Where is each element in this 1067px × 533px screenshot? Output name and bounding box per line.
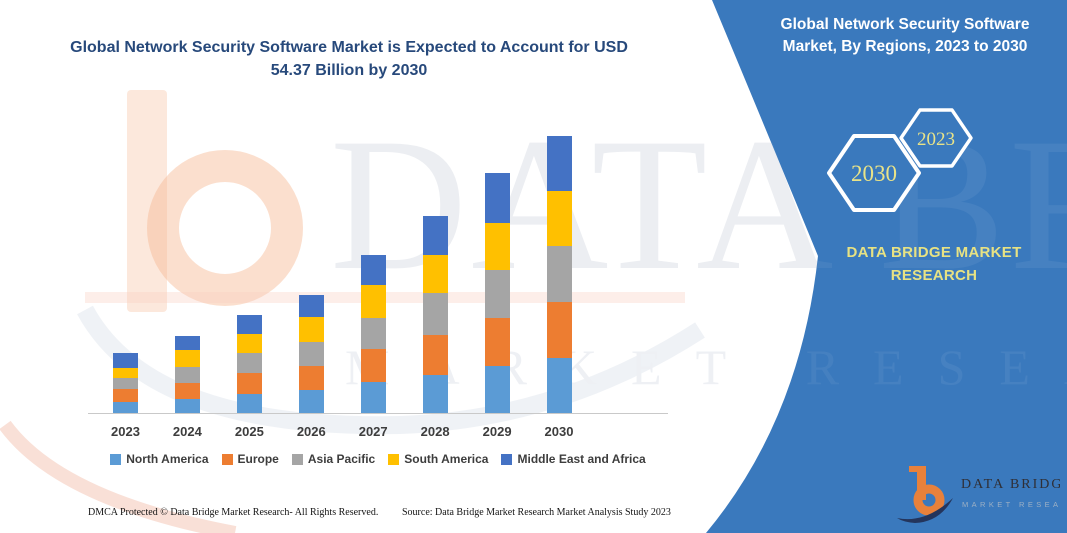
bar-2023 (113, 353, 138, 413)
x-tick-label: 2023 (111, 424, 140, 439)
legend-swatch (388, 453, 400, 465)
hexagon-2023: 2023 (899, 108, 973, 168)
legend-item-europe: Europe (221, 452, 279, 466)
bar-segment-europe (298, 366, 324, 390)
bar-segment-south-america (484, 222, 510, 270)
x-tick-label: 2028 (420, 424, 450, 439)
swoosh-watermark-red (0, 420, 237, 533)
bar-segment-north-america (360, 382, 386, 413)
x-tick-label: 2026 (296, 424, 326, 439)
bar-segment-north-america (546, 358, 572, 413)
bar-segment-middle-east-and-africa (174, 335, 200, 351)
bar-2027 (360, 254, 386, 413)
legend-item-middle-east-and-africa: Middle East and Africa (501, 452, 646, 466)
logo-wordmark: DATA BRIDGE (961, 477, 1060, 492)
legend: North America Europe Asia Pacific South Ame… (78, 452, 678, 466)
bar-segment-asia-pacific (174, 367, 200, 383)
x-tick-label: 2030 (544, 424, 574, 439)
page-title: Global Network Security Software Market … (70, 39, 628, 80)
legend-item-south-america: South America (388, 452, 488, 466)
panel-heading: Global Network Security Software Market,… (780, 16, 1030, 55)
x-tick-label: 2027 (358, 424, 388, 439)
bar-segment-north-america (113, 401, 138, 413)
legend-swatch (110, 453, 122, 465)
bar-segment-europe (422, 334, 448, 376)
bar-segment-south-america (360, 284, 386, 319)
brand-name-text: DATA BRIDGE MARKET RESEARCH (846, 244, 1022, 285)
bar-segment-north-america (236, 393, 262, 413)
bar-2029 (484, 173, 510, 413)
side-panel (706, 0, 1067, 533)
legend-item-north-america: North America (110, 452, 209, 466)
swoosh-watermark (77, 305, 705, 435)
footer-dmca: DMCA Protected © Data Bridge Market Rese… (88, 507, 379, 518)
bar-segment-north-america (484, 366, 510, 413)
bar-segment-north-america (174, 399, 200, 413)
legend-swatch (501, 453, 513, 465)
bar-segment-europe (113, 389, 138, 402)
legend-swatch (221, 453, 233, 465)
x-tick-label: 2029 (482, 424, 512, 439)
legend-item-asia-pacific: Asia Pacific (291, 452, 376, 466)
bar-segment-north-america (298, 389, 324, 413)
x-tick-label: 2024 (172, 424, 202, 439)
bar-segment-south-america (298, 317, 324, 342)
bar-segment-south-america (174, 350, 200, 368)
footer-source: Source: Data Bridge Market Research Mark… (402, 507, 671, 518)
bar-segment-middle-east-and-africa (113, 353, 138, 368)
hexagon-2023-label: 2023 (917, 129, 955, 150)
legend-label: Middle East and Africa (517, 452, 646, 466)
bar-segment-asia-pacific (422, 293, 448, 335)
bar-2028 (422, 216, 448, 413)
bar-2024 (174, 335, 200, 414)
bar-segment-south-america (113, 367, 138, 378)
bar-2026 (298, 294, 324, 413)
logo-b-icon (897, 466, 953, 523)
bar-segment-middle-east-and-africa (298, 294, 324, 318)
bar-segment-europe (546, 302, 572, 359)
bar-2025 (236, 315, 262, 413)
bar-segment-asia-pacific (236, 352, 262, 373)
logo-subtext: MARKET RESEARCH (962, 500, 1060, 509)
legend-swatch (291, 453, 303, 465)
bar-segment-south-america (546, 191, 572, 247)
bar-segment-middle-east-and-africa (546, 135, 572, 192)
legend-label: North America (126, 452, 209, 466)
company-logo: DATA BRIDGE MARKET RESEARCH (897, 466, 1060, 523)
legend-label: Europe (237, 452, 279, 466)
bar-segment-south-america (422, 254, 448, 294)
bar-segment-asia-pacific (113, 377, 138, 390)
bar-segment-europe (174, 382, 200, 400)
bar-segment-middle-east-and-africa (422, 216, 448, 255)
bar-segment-europe (236, 372, 262, 394)
bar-segment-north-america (422, 375, 448, 413)
bar-segment-south-america (236, 333, 262, 353)
bar-segment-middle-east-and-africa (360, 254, 386, 285)
logo-swoosh (897, 498, 953, 523)
bar-segment-asia-pacific (546, 246, 572, 303)
bar-segment-europe (360, 348, 386, 383)
hexagon-2030: 2030 (827, 134, 921, 212)
bar-segment-middle-east-and-africa (484, 173, 510, 223)
x-tick-label: 2025 (234, 424, 264, 439)
bar-segment-asia-pacific (298, 341, 324, 367)
legend-label: South America (404, 452, 489, 466)
bar-segment-europe (484, 318, 510, 367)
legend-label: Asia Pacific (307, 452, 376, 466)
bar-segment-asia-pacific (360, 318, 386, 349)
bar-segment-middle-east-and-africa (236, 315, 262, 334)
hexagon-2030-label: 2030 (851, 161, 897, 186)
bar-segment-asia-pacific (484, 269, 510, 319)
bar-2030 (546, 135, 572, 413)
x-axis-line (88, 413, 668, 414)
